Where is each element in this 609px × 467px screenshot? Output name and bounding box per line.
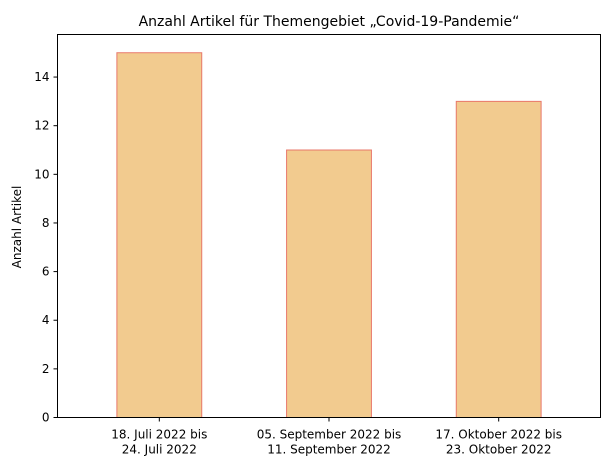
y-tick-label: 2 — [42, 362, 50, 376]
y-ticks-group: 0 2 4 6 8 10 12 14 — [34, 70, 58, 425]
y-axis-label: Anzahl Artikel — [10, 186, 24, 269]
x-tick-label: 17. Oktober 2022 bis 23. Oktober 2022 — [435, 428, 562, 457]
bar-2 — [286, 149, 372, 418]
chart-title: Anzahl Artikel für Themengebiet „Covid-1… — [139, 14, 520, 30]
y-tick-label: 6 — [42, 265, 50, 279]
bar-1 — [116, 52, 203, 418]
x-tick-label: 18. Juli 2022 bis 24. Juli 2022 — [111, 428, 207, 457]
bars-group — [116, 52, 542, 418]
y-tick-label: 12 — [34, 119, 49, 133]
plot-frame — [57, 34, 601, 418]
y-tick-label: 0 — [42, 411, 50, 425]
y-tick-label: 14 — [34, 70, 49, 84]
y-tick-label: 8 — [42, 216, 50, 230]
y-tick-label: 4 — [42, 313, 50, 327]
x-ticks-group: 18. Juli 2022 bis 24. Juli 2022 05. Septem… — [111, 417, 562, 457]
bar-3 — [455, 100, 542, 418]
y-tick-label: 10 — [34, 167, 49, 181]
x-tick-label: 05. September 2022 bis 11. September 2022 — [257, 428, 402, 457]
